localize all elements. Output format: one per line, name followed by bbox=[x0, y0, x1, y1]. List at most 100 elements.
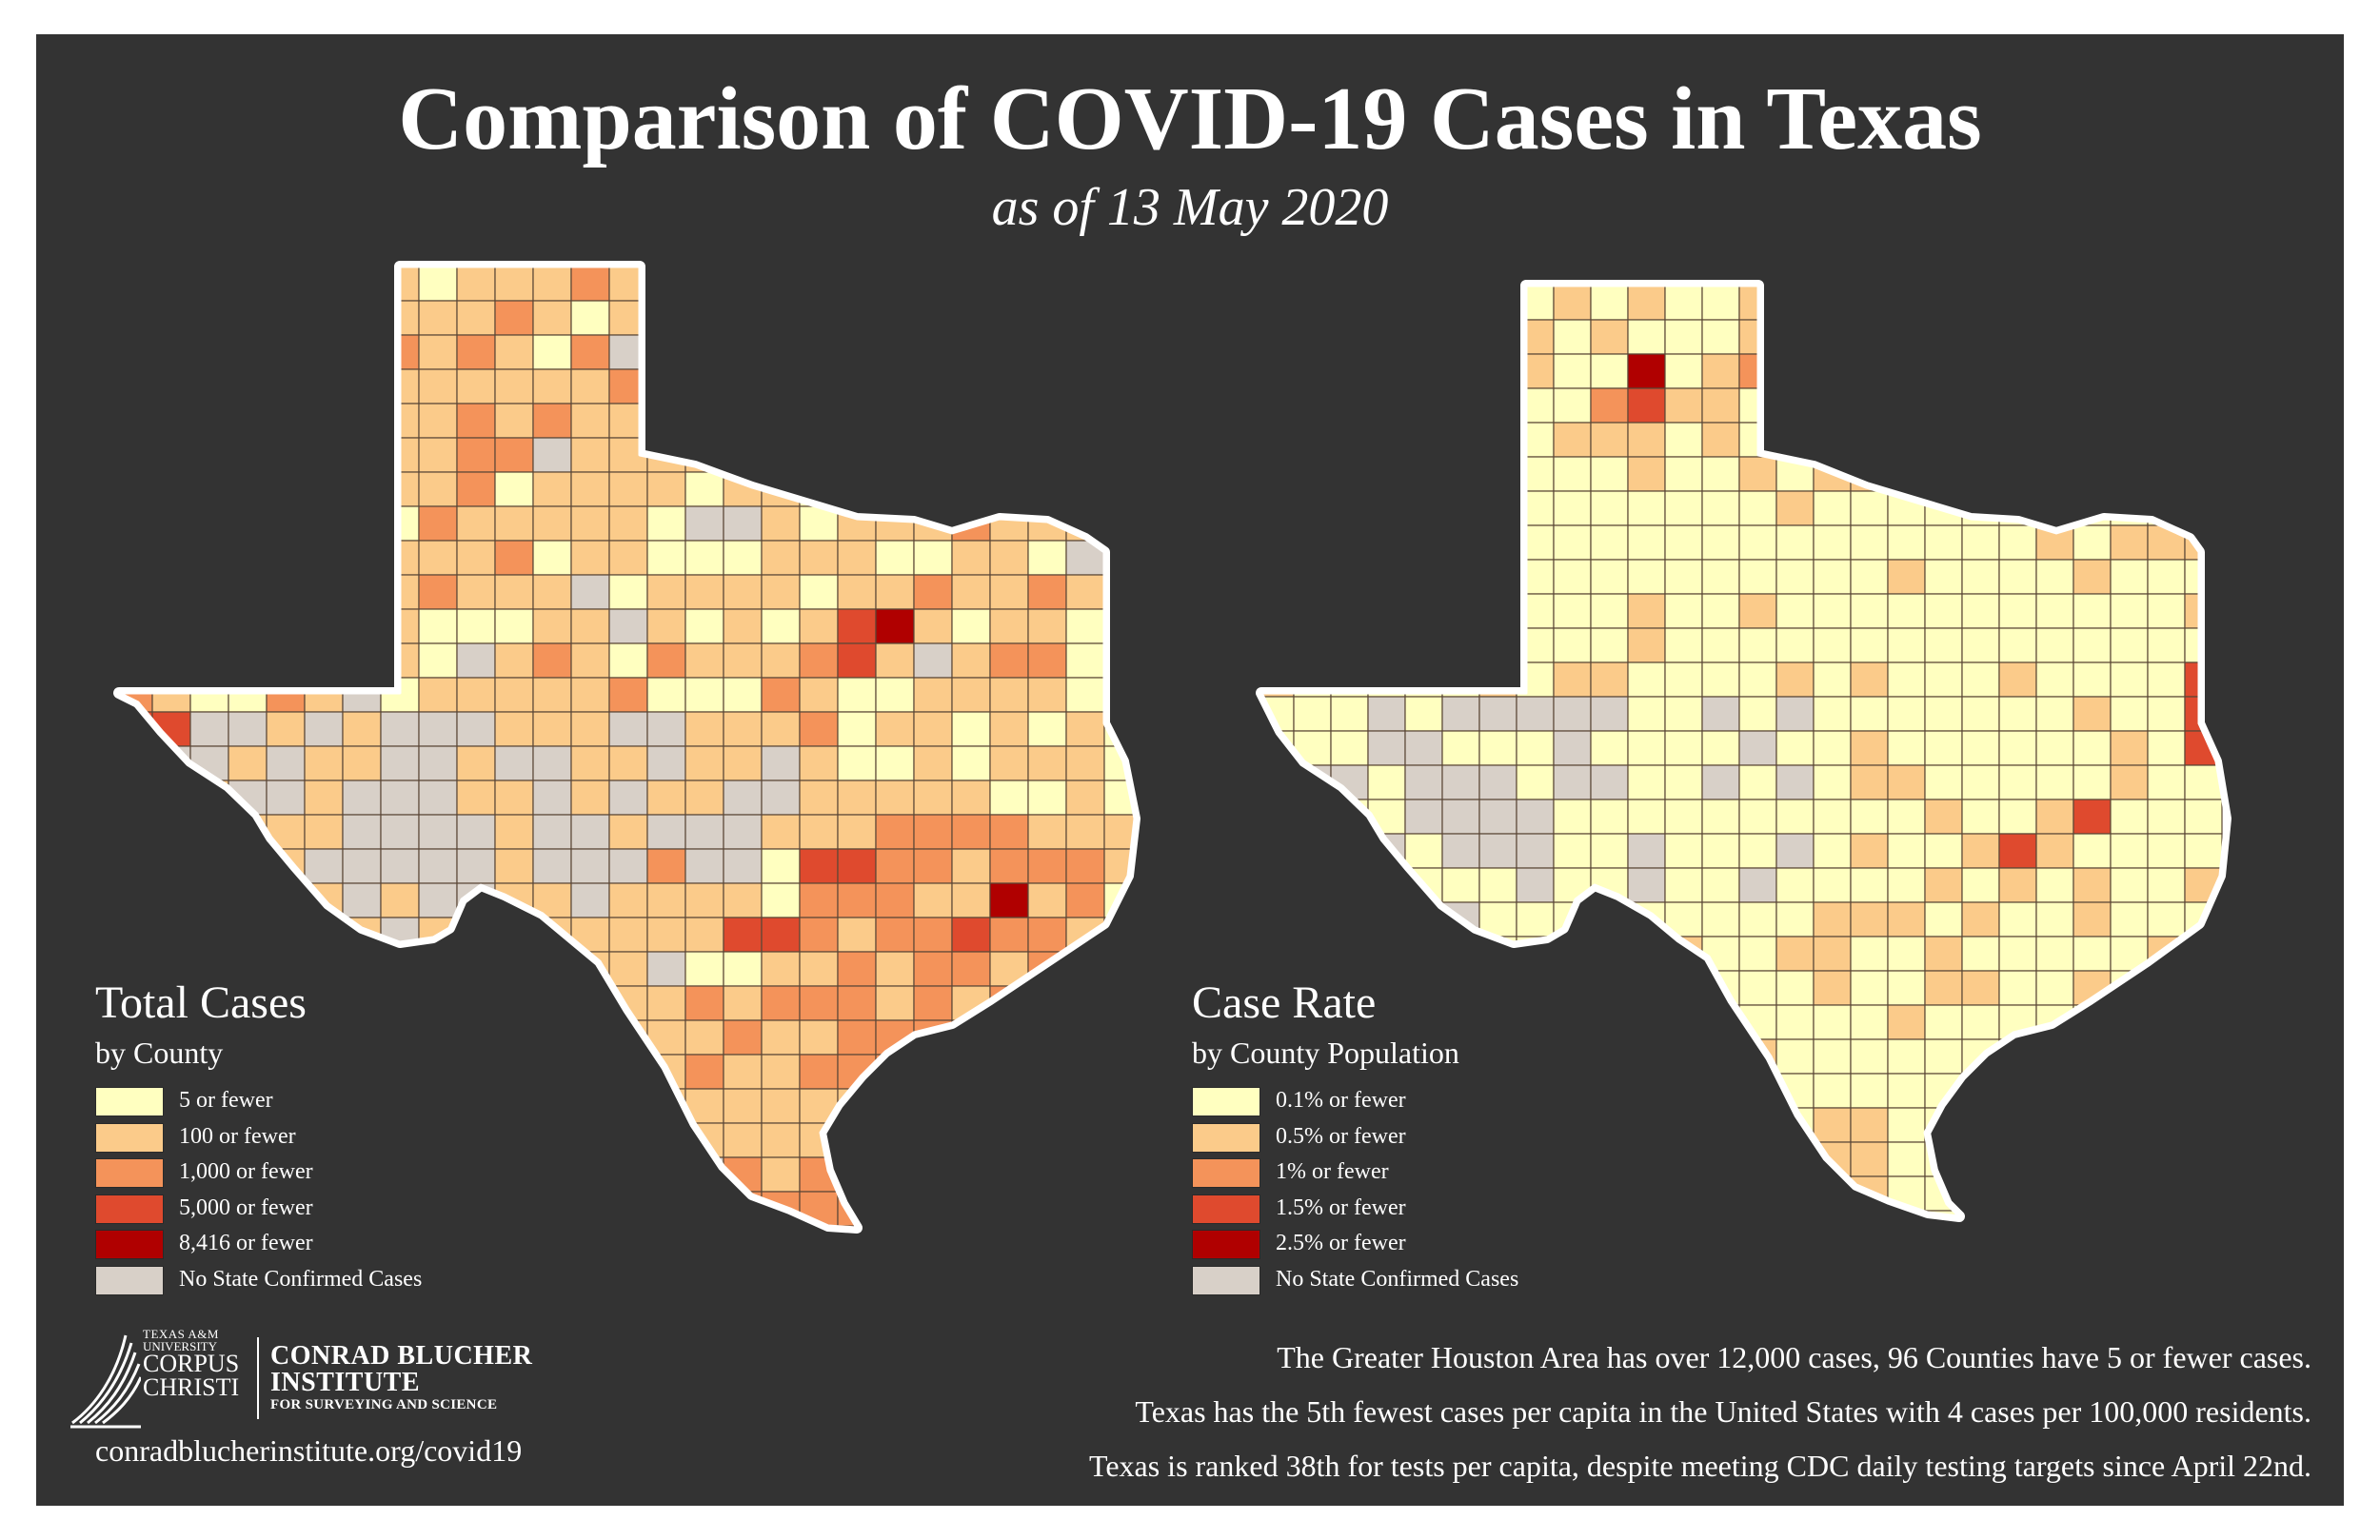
county-cell bbox=[608, 1156, 648, 1193]
county-cell bbox=[799, 882, 839, 918]
county-cell bbox=[1293, 559, 1332, 595]
county-cell bbox=[1516, 730, 1555, 766]
county-cell bbox=[1590, 422, 1629, 458]
county-cell bbox=[1813, 524, 1852, 561]
county-cell bbox=[494, 1191, 534, 1227]
county-cell bbox=[266, 677, 306, 713]
case-rate-legend: Case Rate by County Population 0.1% or f… bbox=[1192, 980, 1518, 1299]
county-cell bbox=[1404, 730, 1443, 766]
county-cell bbox=[951, 471, 991, 507]
county-cell bbox=[418, 677, 458, 713]
county-cell bbox=[875, 471, 915, 507]
county-cell bbox=[646, 814, 686, 850]
county-cell bbox=[951, 711, 991, 747]
county-cell bbox=[1924, 661, 1963, 698]
county-cell bbox=[304, 267, 344, 302]
county-cell bbox=[1924, 1038, 1963, 1075]
county-cell bbox=[342, 267, 382, 302]
county-cell bbox=[570, 1019, 610, 1056]
county-cell bbox=[723, 608, 763, 644]
county-cell bbox=[189, 300, 229, 336]
county-cell bbox=[2110, 593, 2149, 629]
county-cell bbox=[2110, 286, 2149, 321]
county-cell bbox=[1478, 286, 1517, 321]
county-cell bbox=[1627, 1210, 1666, 1216]
county-cell bbox=[1330, 833, 1369, 869]
county-cell bbox=[532, 368, 572, 405]
county-cell bbox=[913, 951, 953, 987]
county-cell bbox=[119, 814, 153, 850]
county-cell bbox=[1441, 456, 1480, 492]
county-cell bbox=[684, 1191, 724, 1227]
county-cell bbox=[1441, 799, 1480, 835]
county-cell bbox=[1553, 833, 1592, 869]
logo-divider bbox=[257, 1337, 259, 1419]
county-cell bbox=[1404, 524, 1443, 561]
page-title: Comparison of COVID-19 Cases in Texas bbox=[398, 69, 1982, 168]
county-cell bbox=[1441, 319, 1480, 355]
county-cell bbox=[228, 677, 268, 713]
county-cell bbox=[1850, 799, 1889, 835]
county-cell bbox=[189, 642, 229, 679]
institute-wordmark: CONRAD BLUCHER INSTITUTE FOR SURVEYING A… bbox=[270, 1343, 532, 1415]
county-cell bbox=[646, 985, 686, 1021]
county-cell bbox=[570, 1122, 610, 1158]
county-cell bbox=[1775, 353, 1815, 389]
county-cell bbox=[875, 848, 915, 884]
county-cell bbox=[1027, 677, 1067, 713]
note-line: Texas has the 5th fewest cases per capit… bbox=[1135, 1394, 2311, 1429]
county-cell bbox=[1924, 730, 1963, 766]
county-cell bbox=[342, 437, 382, 473]
county-cell bbox=[532, 403, 572, 439]
county-cell bbox=[2184, 422, 2223, 458]
county-cell bbox=[799, 780, 839, 816]
county-cell bbox=[684, 780, 724, 816]
county-cell bbox=[1850, 1004, 1889, 1040]
county-cell bbox=[2073, 1107, 2112, 1143]
county-cell bbox=[799, 848, 839, 884]
county-cell bbox=[1887, 387, 1926, 424]
county-cell bbox=[951, 403, 991, 439]
county-cell bbox=[380, 1088, 420, 1124]
county-cell bbox=[1961, 456, 2000, 492]
county-cell bbox=[2110, 799, 2149, 835]
county-cell bbox=[1027, 574, 1067, 610]
county-cell bbox=[380, 985, 420, 1021]
county-cell bbox=[494, 334, 534, 370]
county-cell bbox=[570, 1088, 610, 1124]
county-cell bbox=[1103, 1019, 1135, 1056]
county-cell bbox=[1887, 764, 1926, 800]
county-cell bbox=[1065, 403, 1105, 439]
county-cell bbox=[304, 608, 344, 644]
county-cell bbox=[2073, 867, 2112, 903]
legend-item: 8,416 or fewer bbox=[95, 1228, 313, 1264]
county-cell bbox=[1478, 593, 1517, 629]
county-cell bbox=[989, 745, 1029, 781]
county-cell bbox=[1330, 422, 1369, 458]
county-cell bbox=[2073, 286, 2112, 321]
county-cell bbox=[1998, 387, 2037, 424]
county-cell bbox=[1775, 593, 1815, 629]
county-cell bbox=[119, 334, 153, 370]
county-cell bbox=[266, 368, 306, 405]
county-cell bbox=[1590, 833, 1629, 869]
county-cell bbox=[304, 574, 344, 610]
county-cell bbox=[189, 471, 229, 507]
county-cell bbox=[1293, 799, 1332, 835]
county-cell bbox=[2147, 730, 2186, 766]
county-cell bbox=[1924, 524, 1963, 561]
county-cell bbox=[1261, 387, 1295, 424]
county-cell bbox=[418, 267, 458, 302]
county-cell bbox=[646, 917, 686, 953]
county-cell bbox=[456, 711, 496, 747]
county-cell bbox=[1813, 490, 1852, 526]
county-cell bbox=[646, 642, 686, 679]
county-cell bbox=[1441, 696, 1480, 732]
county-cell bbox=[1065, 334, 1105, 370]
county-cell bbox=[1103, 267, 1135, 302]
county-cell bbox=[1478, 970, 1517, 1006]
county-cell bbox=[913, 267, 953, 302]
county-cell bbox=[1738, 867, 1777, 903]
institute-logo: TEXAS A&M UNIVERSITY CORPUS CHRISTI CONR… bbox=[67, 1328, 581, 1432]
source-url[interactable]: conradblucherinstitute.org/covid19 bbox=[95, 1433, 523, 1468]
